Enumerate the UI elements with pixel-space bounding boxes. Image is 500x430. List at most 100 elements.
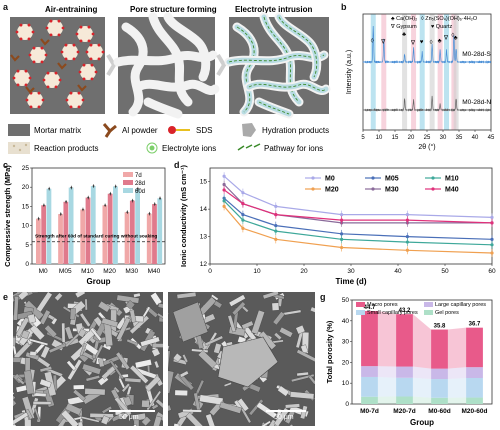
sds-molecule	[40, 46, 44, 50]
data-point	[222, 174, 226, 178]
sds-molecule	[27, 37, 31, 41]
sds-molecule	[42, 78, 46, 82]
sem-crystal	[251, 309, 265, 335]
y-tick-label: 50	[342, 297, 350, 304]
sem-crystal	[77, 421, 84, 426]
strength-bar	[90, 186, 96, 264]
legend-label: 28d	[135, 181, 145, 187]
sds-molecule	[49, 33, 53, 37]
sem-crystal	[172, 353, 183, 363]
porosity-ribbon	[447, 327, 467, 369]
data-point	[274, 224, 278, 228]
total-label: 44.7	[364, 305, 376, 311]
legend-marker	[431, 187, 435, 191]
al-particle	[25, 86, 35, 94]
sem-crystal	[151, 403, 159, 410]
x-tick-label: M40	[148, 268, 161, 275]
sds-molecule	[54, 85, 58, 89]
data-point	[405, 218, 409, 222]
porosity-bar-segment	[431, 397, 448, 404]
error-dot	[87, 196, 90, 199]
error-dot	[153, 203, 156, 205]
air-bubble	[30, 47, 46, 63]
panel-g-porosity-chart: 44.7 M0-7d 43.2 M20-7d 35.8 M0-60d 36.7 M20-60d…	[325, 297, 493, 427]
sem-crystal	[176, 292, 197, 299]
data-point	[405, 240, 409, 244]
strength-bar	[102, 205, 108, 264]
error-dot	[136, 187, 139, 190]
sem-crystal	[25, 408, 33, 420]
air-bubble	[44, 72, 60, 88]
sem-crystal	[197, 349, 218, 369]
sds-icon	[168, 126, 190, 134]
data-point	[241, 226, 245, 230]
sds-molecule	[87, 25, 91, 29]
y-tick-label: 5	[25, 242, 29, 249]
sem-crystal	[260, 420, 271, 426]
total-label: 35.8	[434, 324, 446, 330]
sem-crystal	[228, 294, 246, 307]
porosity-bar-segment	[396, 377, 413, 397]
air-bubble	[67, 92, 83, 108]
sem-crystal	[133, 292, 141, 298]
porosity-bar-segment	[361, 366, 378, 377]
sds-molecule	[27, 23, 31, 27]
strength-bar	[113, 186, 118, 264]
error-dot	[92, 185, 95, 187]
sem-crystal	[15, 317, 30, 337]
x-tick-label: 35	[456, 135, 463, 141]
x-tick-label: M0-60d	[428, 408, 450, 415]
air-bubble	[62, 44, 78, 60]
error-dot	[126, 211, 129, 214]
strength-bar	[129, 200, 135, 264]
sem-crystal	[13, 391, 15, 395]
sem-crystal	[204, 335, 224, 347]
total-label: 43.2	[399, 308, 411, 314]
xrd-legend-item: ◊ Zn₅(SO₄)(OH)₆·4H₂O	[421, 16, 478, 22]
sem-crystal	[51, 317, 58, 325]
data-point	[490, 221, 494, 225]
sem-large-crystal	[217, 336, 279, 388]
sem-crystal	[129, 364, 149, 384]
porosity-bar-segment	[466, 327, 483, 368]
air-bubbles	[10, 19, 105, 109]
panel-a-letter: a	[3, 2, 9, 12]
data-point	[274, 213, 278, 217]
sem-crystal	[40, 345, 51, 359]
sds-molecule	[24, 83, 28, 87]
panel-b-xrd-chart: M0-28d-SM0-28d-N◊ ∇♣∇ ♥ ◊ ♣ ∇ ◊ ♣♣ Ca(OH)₂ ◊ Zn₅…	[346, 13, 495, 151]
legend-label: M20	[325, 187, 339, 194]
data-point	[222, 204, 226, 208]
air-bubble	[87, 44, 103, 60]
sds-molecule	[57, 19, 61, 23]
sem-crystal	[69, 308, 76, 320]
data-point	[274, 204, 278, 208]
sem-crystal	[13, 395, 16, 402]
al-powder-icon	[102, 123, 117, 138]
sds-molecule	[25, 98, 29, 102]
sem-crystal	[16, 377, 25, 385]
sem-crystal	[205, 413, 216, 426]
legend-marker	[311, 176, 315, 180]
sds-molecule	[97, 57, 101, 61]
strength-bar	[107, 193, 113, 264]
sem-image-e: 50 μm	[13, 292, 163, 426]
sds-molecule	[46, 71, 50, 75]
data-point	[340, 213, 344, 217]
sem-crystal	[231, 301, 246, 316]
conductivity-line	[223, 175, 493, 218]
sem-crystal	[141, 399, 150, 408]
porosity-bar-segment	[396, 314, 413, 367]
peak-band	[370, 14, 376, 130]
x-axis-label: Group	[87, 277, 111, 286]
sem-crystal	[100, 415, 110, 426]
sem-crystal	[310, 306, 315, 313]
sem-crystal	[273, 332, 282, 341]
sds-molecule	[90, 77, 94, 81]
peak-marker: ◊	[430, 39, 433, 46]
porosity-bar-segment	[361, 376, 378, 397]
legend-label: Macro pores	[367, 302, 398, 308]
porosity-bar-segment	[361, 396, 378, 404]
xrd-series-label: M0-28d-N	[462, 99, 491, 106]
panel-b-letter: b	[341, 2, 347, 12]
